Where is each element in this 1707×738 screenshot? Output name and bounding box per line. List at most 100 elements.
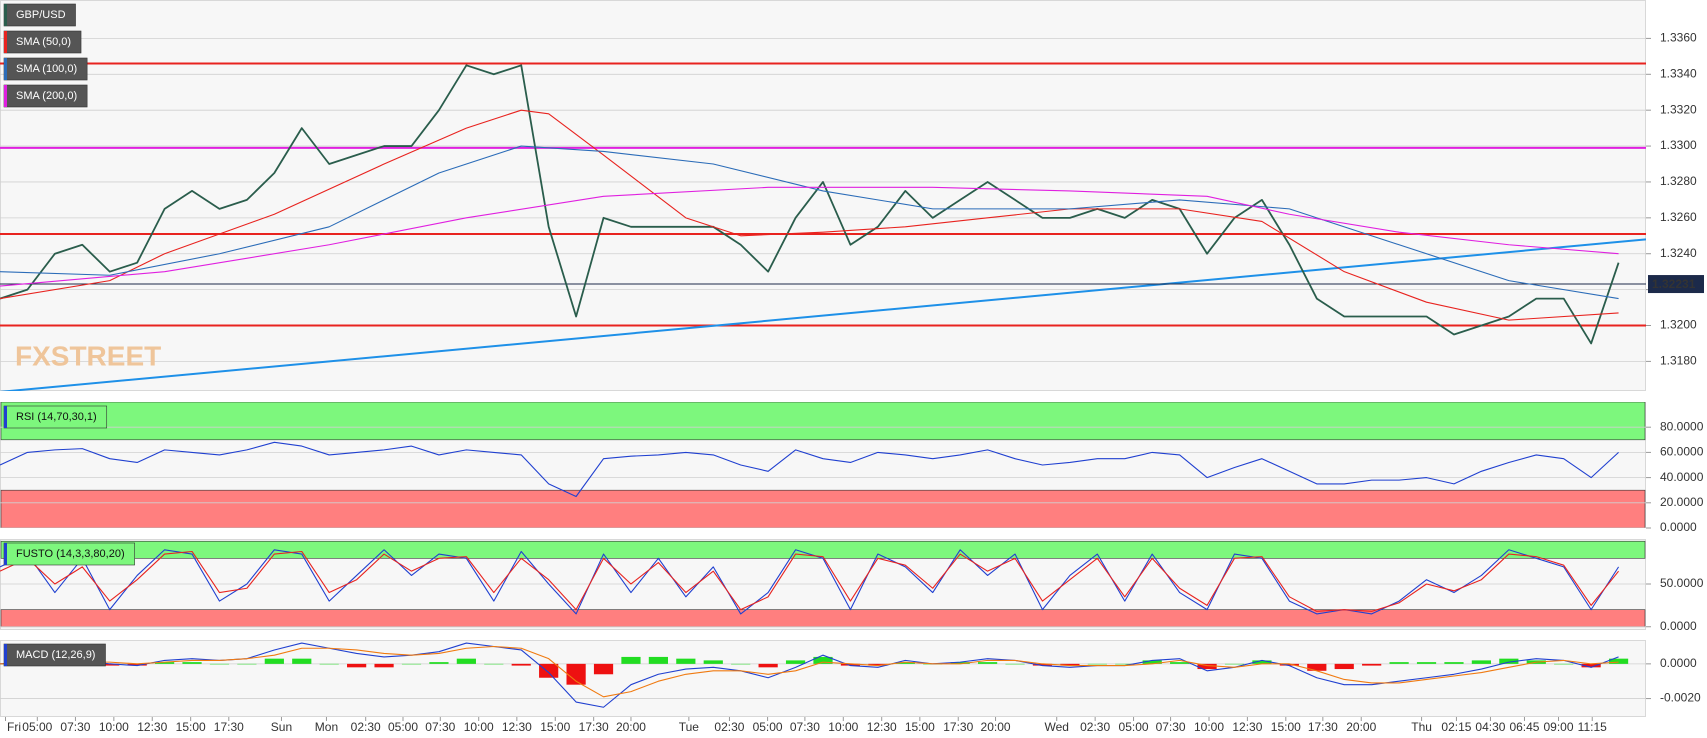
badge-label: FUSTO (14,3,3,80,20) — [16, 548, 125, 560]
y-tick-label: 1.3280 — [1660, 174, 1697, 188]
badge-label: MACD (12,26,9) — [16, 649, 95, 661]
panel — [0, 0, 1646, 391]
histogram-bar — [1416, 662, 1437, 664]
y-tick-label: 80.0000 — [1660, 419, 1704, 433]
x-tick-label: 06:45 — [1509, 720, 1539, 734]
y-tick-label: 60.0000 — [1660, 445, 1704, 459]
histogram-bar — [621, 656, 641, 664]
histogram-bar — [648, 656, 669, 664]
x-tick-label: 02:30 — [351, 720, 381, 734]
panel-content — [0, 642, 1646, 708]
histogram-bar — [292, 658, 312, 664]
histogram-bar — [100, 663, 120, 666]
histogram-bar — [1581, 663, 1601, 668]
x-tick-label: Wed — [1044, 720, 1068, 734]
trendline — [0, 238, 1646, 391]
histogram-bar — [511, 663, 531, 666]
x-tick-label: 10:00 — [464, 720, 494, 734]
histogram-bar — [456, 658, 476, 664]
x-tick-label: 17:30 — [214, 720, 244, 734]
histogram-bar — [785, 660, 806, 664]
x-tick-label: 15:00 — [905, 720, 935, 734]
x-tick-label: 04:30 — [1475, 720, 1505, 734]
histogram-bar — [429, 662, 449, 664]
histogram-bar — [127, 663, 147, 666]
series-line — [0, 550, 1619, 612]
panel — [0, 640, 1646, 717]
histogram-bar — [1334, 663, 1354, 670]
x-tick-label: 02:30 — [714, 720, 744, 734]
panel-content — [0, 38, 1646, 391]
panel-content — [0, 402, 1646, 528]
y-tick-label: 1.3260 — [1660, 210, 1697, 224]
band — [0, 540, 1646, 559]
x-tick-label: 02:30 — [1080, 720, 1110, 734]
current-price-label: 1.32231 — [1652, 277, 1696, 291]
x-tick-label: 12:30 — [1232, 720, 1262, 734]
x-tick-label: Fri — [7, 720, 21, 734]
histogram-bar — [676, 658, 696, 664]
x-tick-label: 07:30 — [60, 720, 90, 734]
histogram-bar — [1554, 663, 1574, 665]
histogram-bar — [209, 663, 230, 665]
x-tick-label: 07:30 — [1156, 720, 1186, 734]
badge-stripe — [4, 85, 7, 107]
histogram-bar — [1444, 662, 1464, 664]
y-tick-label: 1.3180 — [1660, 354, 1697, 368]
y-tick-label: 1.3340 — [1660, 66, 1697, 80]
badge-label: SMA (50,0) — [16, 36, 71, 48]
x-tick-label: 12:30 — [867, 720, 897, 734]
badge-stripe — [4, 543, 7, 565]
histogram-bar — [484, 663, 504, 665]
x-tick-label: 15:00 — [1271, 720, 1301, 734]
badge-stripe — [4, 644, 7, 666]
histogram-bar — [566, 663, 586, 685]
histogram-bar — [1307, 663, 1327, 671]
panel-content — [0, 540, 1646, 628]
badge-label: RSI (14,70,30,1) — [16, 411, 97, 423]
x-tick-label: 10:00 — [99, 720, 129, 734]
x-tick-label: 02:15 — [1441, 720, 1471, 734]
x-tick-label: 20:00 — [1346, 720, 1376, 734]
histogram-bar — [1471, 660, 1492, 664]
histogram-bar — [237, 663, 257, 665]
band — [0, 609, 1646, 628]
histogram-bar — [840, 663, 861, 666]
series-line — [0, 642, 1619, 708]
histogram-bar — [977, 662, 998, 664]
watermark: FXSTREET — [15, 340, 161, 371]
histogram-bar — [1005, 663, 1025, 665]
histogram-bar — [813, 656, 833, 664]
histogram-bar — [1197, 663, 1217, 670]
y-tick-label: -0.0020 — [1660, 691, 1701, 705]
histogram-bar — [868, 663, 888, 666]
badge-stripe — [4, 31, 7, 53]
x-tick-label: 10:00 — [1194, 720, 1224, 734]
x-tick-label: Mon — [315, 720, 338, 734]
histogram-bar — [593, 663, 614, 675]
x-tick-label: 17:30 — [943, 720, 973, 734]
current-price-box — [1648, 275, 1704, 294]
histogram-bar — [1142, 660, 1162, 664]
histogram-bar — [401, 663, 422, 665]
x-tick-label: Thu — [1411, 720, 1432, 734]
badge-stripe — [4, 58, 7, 80]
y-tick-label: 0.0000 — [1660, 656, 1697, 670]
badge-stripe — [4, 406, 7, 428]
x-tick-label: 15:00 — [540, 720, 570, 734]
x-tick-label: 05:00 — [1119, 720, 1149, 734]
histogram-bar — [1170, 662, 1190, 664]
series-line — [0, 186, 1619, 287]
y-tick-label: 1.3360 — [1660, 31, 1697, 45]
x-tick-label: 12:30 — [502, 720, 532, 734]
y-tick-label: 1.3200 — [1660, 318, 1697, 332]
x-tick-label: 17:30 — [1308, 720, 1338, 734]
x-tick-label: 05:00 — [388, 720, 418, 734]
histogram-bar — [703, 660, 723, 664]
histogram-bar — [1115, 663, 1135, 665]
y-tick-label: 40.0000 — [1660, 470, 1704, 484]
x-tick-label: 20:00 — [981, 720, 1011, 734]
y-tick-label: 50.0000 — [1660, 576, 1704, 590]
x-tick-label: 09:00 — [1543, 720, 1573, 734]
histogram-bar — [1389, 662, 1409, 664]
